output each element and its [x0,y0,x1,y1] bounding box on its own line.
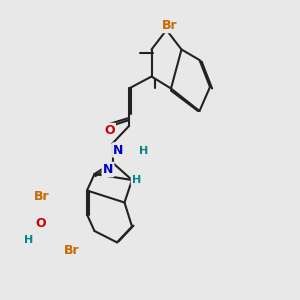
Text: O: O [35,217,46,230]
Text: Br: Br [162,19,177,32]
Text: H: H [24,235,33,245]
Text: H: H [132,175,141,185]
Text: O: O [104,124,115,137]
Text: N: N [103,163,113,176]
Text: H: H [140,146,148,157]
Text: Br: Br [34,190,50,203]
Text: N: N [113,143,124,157]
Text: Br: Br [64,244,80,257]
